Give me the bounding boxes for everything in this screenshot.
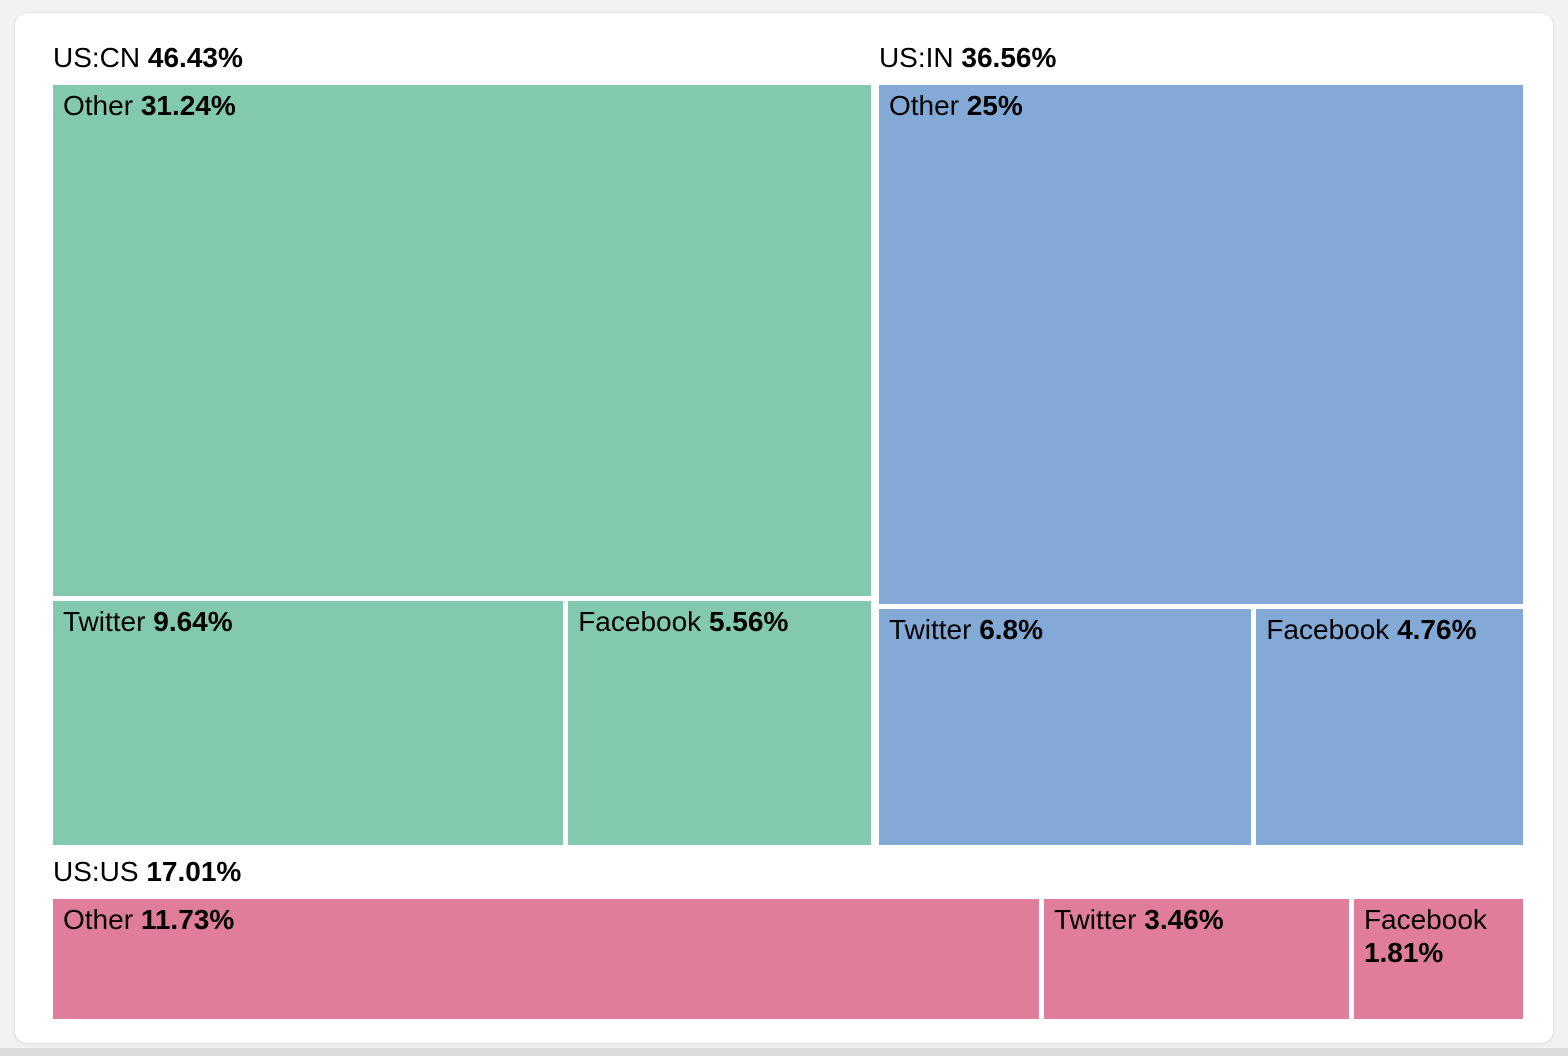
- group-label: US:CN: [53, 42, 141, 73]
- cell-label: Other: [63, 90, 134, 121]
- cell-percent: 6.8%: [979, 613, 1044, 645]
- cell-label: Facebook: [1266, 613, 1390, 645]
- cell-us-cn-twitter[interactable]: Twitter 9.64%: [53, 600, 564, 845]
- treemap-top-row: US:CN 46.43% Other 31.24% Twitter 9.64% …: [53, 41, 1523, 845]
- cell-label: Twitter: [63, 605, 146, 637]
- cell-label: Facebook: [1363, 904, 1487, 935]
- cell-percent: 31.24%: [140, 90, 236, 121]
- group-cells-us-cn: Other 31.24% Twitter 9.64% Facebook 5.56…: [53, 85, 871, 845]
- cell-percent: 3.46%: [1144, 904, 1224, 935]
- cell-us-in-facebook[interactable]: Facebook 4.76%: [1256, 608, 1523, 845]
- cell-percent: 11.73%: [140, 904, 235, 935]
- treemap-group-us-us: US:US 17.01% Other 11.73% Twitter 3.46% …: [53, 855, 1523, 1019]
- cell-us-cn-other[interactable]: Other 31.24%: [53, 85, 871, 596]
- cell-us-cn-facebook[interactable]: Facebook 5.56%: [568, 600, 871, 845]
- cell-percent: 1.81%: [1363, 937, 1444, 968]
- cell-row-us-in: Twitter 6.8% Facebook 4.76%: [878, 608, 1523, 845]
- cell-us-in-twitter[interactable]: Twitter 6.8%: [878, 608, 1252, 845]
- group-percent: 36.56%: [961, 42, 1057, 73]
- group-header-us-us: US:US 17.01%: [53, 855, 1523, 899]
- group-percent: 17.01%: [146, 856, 242, 887]
- cell-us-us-twitter[interactable]: Twitter 3.46%: [1044, 899, 1349, 1019]
- group-label: US:US: [53, 856, 139, 887]
- cell-percent: 25%: [966, 90, 1023, 121]
- cell-label: Twitter: [888, 613, 972, 645]
- cell-us-us-other[interactable]: Other 11.73%: [53, 899, 1039, 1019]
- page-bottom-band: [0, 1048, 1568, 1056]
- cell-percent: 9.64%: [153, 605, 233, 637]
- treemap-group-us-in: US:IN 36.56% Other 25% Twitter 6.8% Face…: [878, 41, 1523, 845]
- cell-percent: 4.76%: [1397, 613, 1477, 645]
- group-header-us-cn: US:CN 46.43%: [53, 41, 871, 85]
- cell-us-in-other[interactable]: Other 25%: [878, 85, 1523, 604]
- group-cells-us-us: Other 11.73% Twitter 3.46% Facebook 1.81…: [53, 899, 1523, 1019]
- group-percent: 46.43%: [147, 42, 243, 73]
- cell-label: Facebook: [578, 605, 702, 637]
- cell-percent: 5.56%: [708, 605, 789, 637]
- cell-us-us-facebook[interactable]: Facebook 1.81%: [1353, 899, 1523, 1019]
- group-header-us-in: US:IN 36.56%: [879, 41, 1523, 85]
- cell-label: Other: [63, 904, 134, 935]
- group-label: US:IN: [878, 42, 954, 73]
- group-cells-us-in: Other 25% Twitter 6.8% Facebook 4.76%: [878, 85, 1523, 845]
- cell-label: Other: [888, 90, 959, 121]
- treemap-group-us-cn: US:CN 46.43% Other 31.24% Twitter 9.64% …: [53, 41, 871, 845]
- cell-row-us-cn: Twitter 9.64% Facebook 5.56%: [53, 600, 871, 845]
- cell-label: Twitter: [1054, 904, 1137, 935]
- treemap-card: US:CN 46.43% Other 31.24% Twitter 9.64% …: [14, 12, 1554, 1044]
